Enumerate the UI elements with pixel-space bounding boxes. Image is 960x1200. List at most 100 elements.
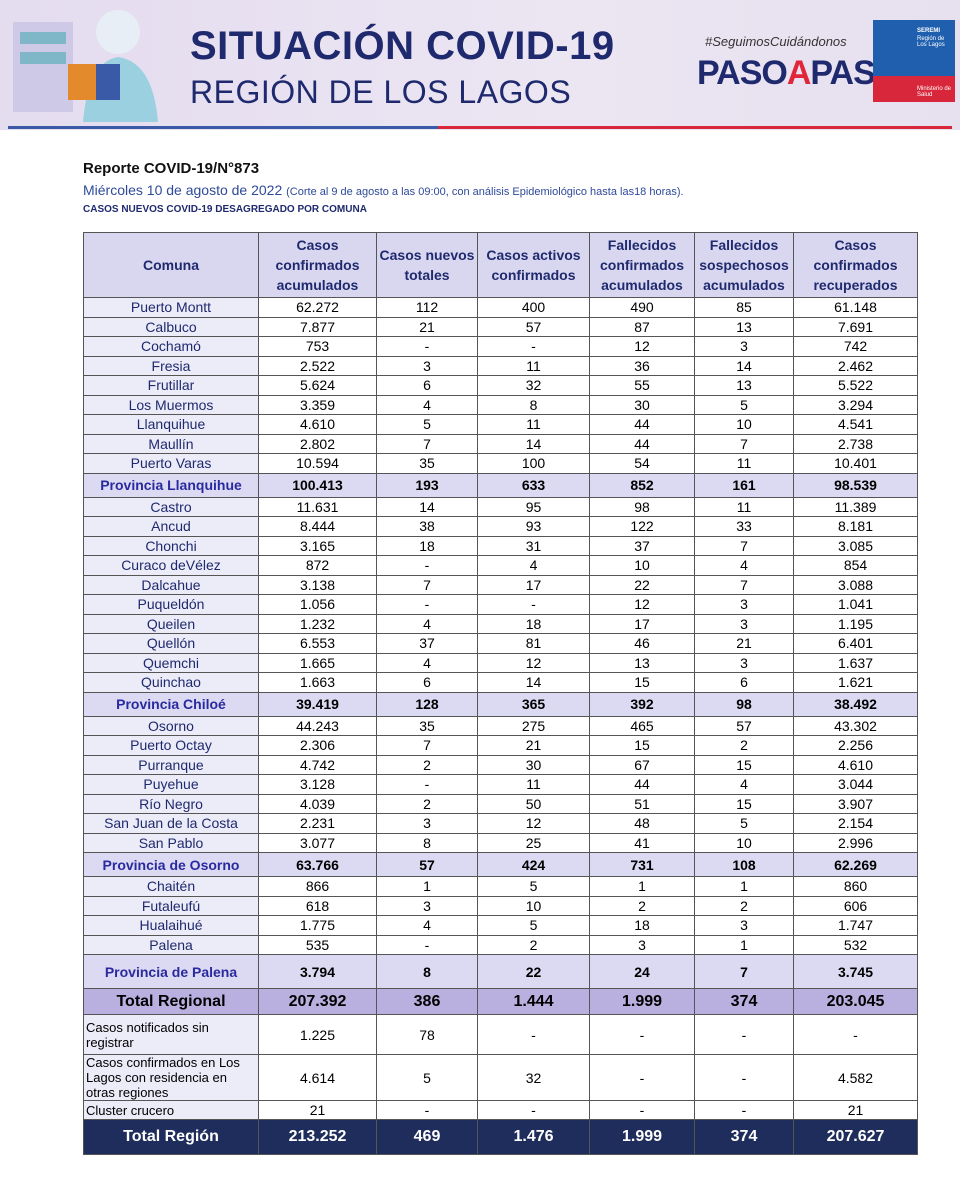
- cell: 2.996: [793, 832, 918, 853]
- comuna-row: Puyehue 3.128-11 44 4 3.044: [83, 774, 918, 795]
- cell: 1.775: [258, 915, 377, 936]
- cell: 1.747: [793, 915, 918, 936]
- cell: 5: [694, 394, 794, 415]
- cell: 3.085: [793, 535, 918, 556]
- comuna-row: Puerto Octay 2.306 7 21 15 2 2.256: [83, 735, 918, 756]
- report-title: Reporte COVID-19/N°873: [83, 160, 260, 177]
- comuna-row: Osorno 44.243 35 275 465 57 43.302: [83, 715, 918, 736]
- cell: -: [589, 1054, 695, 1101]
- cell: 275: [477, 715, 590, 736]
- cell: 11: [477, 355, 590, 376]
- cell: 98: [589, 496, 695, 517]
- comuna-row: Hualaihué 1.775 4 5 18 3 1.747: [83, 915, 918, 936]
- cell: 386: [376, 988, 478, 1015]
- cell: 11: [477, 774, 590, 795]
- cell: 3.165: [258, 535, 377, 556]
- cell: Río Negro: [83, 793, 259, 814]
- rule: [438, 126, 952, 129]
- cell: 32: [477, 375, 590, 396]
- logo: SEREMI Región de Los Lagos Ministerio de…: [873, 20, 955, 102]
- cell: 4: [376, 613, 478, 634]
- cell: San Pablo: [83, 832, 259, 853]
- comuna-row: Quellón 6.553 37 81 46 21 6.401: [83, 633, 918, 654]
- cell: 424: [477, 852, 590, 877]
- cell: 365: [477, 691, 590, 717]
- cell: 5: [694, 813, 794, 834]
- column-header: Casos confirmados acumulados: [258, 232, 377, 298]
- cell: 11: [694, 496, 794, 517]
- extra-row: Cluster crucero 21- - - -21: [83, 1100, 918, 1120]
- comuna-row: Curaco deVélez 872-4 10 4 854: [83, 555, 918, 576]
- cell: 4.614: [258, 1054, 377, 1101]
- cell: 374: [694, 1119, 794, 1155]
- cell: 8: [376, 832, 478, 853]
- cell: 32: [477, 1054, 590, 1101]
- cell: 872: [258, 555, 377, 576]
- cell: 1.637: [793, 652, 918, 673]
- cell: -: [376, 336, 478, 357]
- cell: Quemchi: [83, 652, 259, 673]
- cell: -: [694, 1054, 794, 1101]
- column-header: Fallecidos confirmados acumulados: [589, 232, 695, 298]
- cell: 3.088: [793, 574, 918, 595]
- column-header: Fallecidos sospechosos acumulados: [694, 232, 794, 298]
- cell: 41: [589, 832, 695, 853]
- cell: Total Región: [83, 1119, 259, 1155]
- cell: Maullín: [83, 433, 259, 454]
- cell: 5.522: [793, 375, 918, 396]
- campaign: PASOAPASO: [697, 54, 901, 93]
- cell: Puerto Varas: [83, 453, 259, 474]
- cell: Llanquihue: [83, 414, 259, 435]
- cell: 2: [694, 735, 794, 756]
- cell: -: [477, 1100, 590, 1120]
- hashtag: #SeguimosCuidándonos: [705, 34, 847, 49]
- cell: 2.738: [793, 433, 918, 454]
- cell: 207.627: [793, 1119, 918, 1155]
- cell: 100: [477, 453, 590, 474]
- cell: 10: [694, 832, 794, 853]
- extra-row: Casos notificados sin registrar 1.225 78- -…: [83, 1014, 918, 1055]
- cell: 3.138: [258, 574, 377, 595]
- cell: 21: [477, 735, 590, 756]
- cell: Queilen: [83, 613, 259, 634]
- cell: 17: [589, 613, 695, 634]
- cell: Dalcahue: [83, 574, 259, 595]
- comuna-row: Llanquihue 4.610 5 11 44 10 4.541: [83, 414, 918, 435]
- cell: -: [694, 1014, 794, 1055]
- cell: 38: [376, 516, 478, 537]
- cell: 15: [694, 754, 794, 775]
- cell: 7: [694, 535, 794, 556]
- cell: Chaitén: [83, 876, 259, 897]
- cell: 14: [376, 496, 478, 517]
- cell: 85: [694, 297, 794, 318]
- cell: 1.663: [258, 672, 377, 693]
- cell: 67: [589, 754, 695, 775]
- comuna-row: Puqueldón 1.056- -12 3 1.041: [83, 594, 918, 615]
- cell: 3.044: [793, 774, 918, 795]
- cell: 14: [694, 355, 794, 376]
- cell: 606: [793, 895, 918, 916]
- cell: -: [376, 594, 478, 615]
- cell: 12: [477, 813, 590, 834]
- comuna-row: Castro 11.631 14 95 98 11 11.389: [83, 496, 918, 517]
- cell: 37: [589, 535, 695, 556]
- cell: 1: [694, 876, 794, 897]
- logo-text: Ministerio de Salud: [917, 86, 952, 98]
- column-header: Casos nuevos totales: [376, 232, 478, 298]
- cell: 742: [793, 336, 918, 357]
- campaign-part: PASO: [697, 54, 788, 92]
- cell: San Juan de la Costa: [83, 813, 259, 834]
- cell: 7: [694, 574, 794, 595]
- cell: 24: [589, 954, 695, 989]
- cell: 13: [694, 375, 794, 396]
- cell: 3: [694, 915, 794, 936]
- cell: -: [694, 1100, 794, 1120]
- rule: [8, 126, 438, 129]
- cell: 15: [589, 672, 695, 693]
- cell: Los Muermos: [83, 394, 259, 415]
- cell: 13: [589, 652, 695, 673]
- cell: 465: [589, 715, 695, 736]
- cell: 10: [589, 555, 695, 576]
- cell: 6: [376, 375, 478, 396]
